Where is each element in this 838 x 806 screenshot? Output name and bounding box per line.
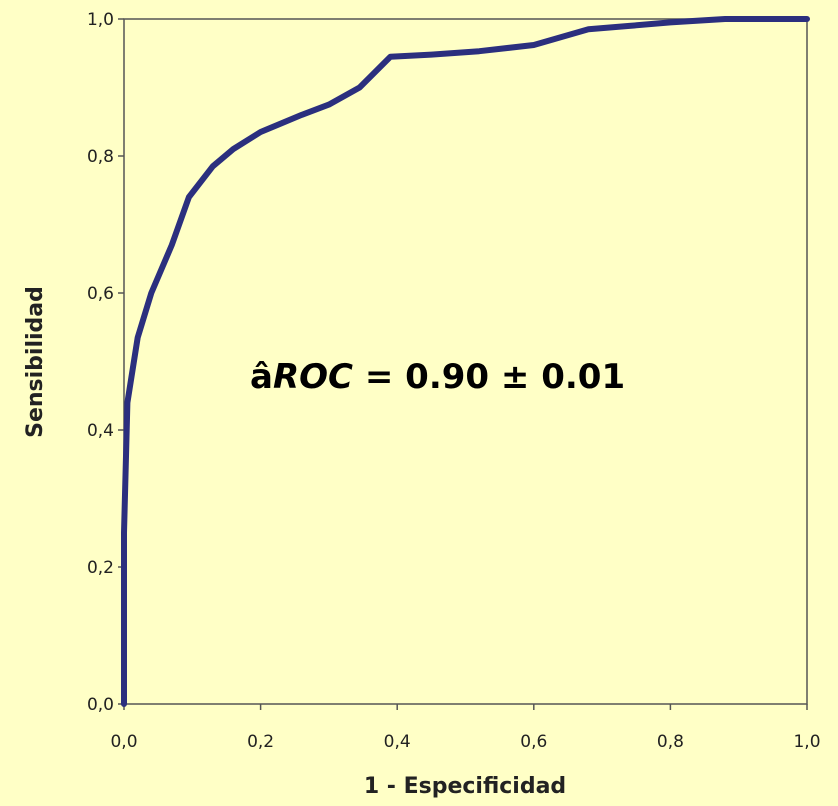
x-tick-label: 0,6 (520, 732, 547, 752)
x-tick-label: 0,2 (247, 732, 274, 752)
y-tick-label: 0,2 (87, 558, 114, 578)
y-tick-label: 0,8 (87, 147, 114, 167)
roc-curve (121, 16, 810, 707)
x-tick-label: 0,0 (110, 732, 137, 752)
plot-area (123, 18, 808, 705)
auc-annotation: âROC = 0.90 ± 0.01 (250, 357, 625, 397)
y-tick-label: 1,0 (87, 10, 114, 30)
x-tick-label: 0,8 (657, 732, 684, 752)
auc-prefix: â (250, 357, 273, 397)
y-tick-label: 0,4 (87, 421, 114, 441)
y-tick-label: 0,0 (87, 695, 114, 715)
y-axis-label: Sensibilidad (23, 286, 48, 438)
auc-value: = 0.90 ± 0.01 (353, 357, 625, 397)
x-tick-label: 1,0 (793, 732, 820, 752)
x-axis-label: 1 - Especificidad (364, 774, 566, 799)
x-tick-label: 0,4 (384, 732, 411, 752)
y-axis-ticks: 0,0 0,2 0,4 0,6 0,8 1,0 (87, 10, 124, 715)
auc-label: ROC (273, 357, 353, 397)
y-tick-label: 0,6 (87, 284, 114, 304)
x-axis-ticks: 0,0 0,2 0,4 0,6 0,8 1,0 (110, 704, 821, 752)
